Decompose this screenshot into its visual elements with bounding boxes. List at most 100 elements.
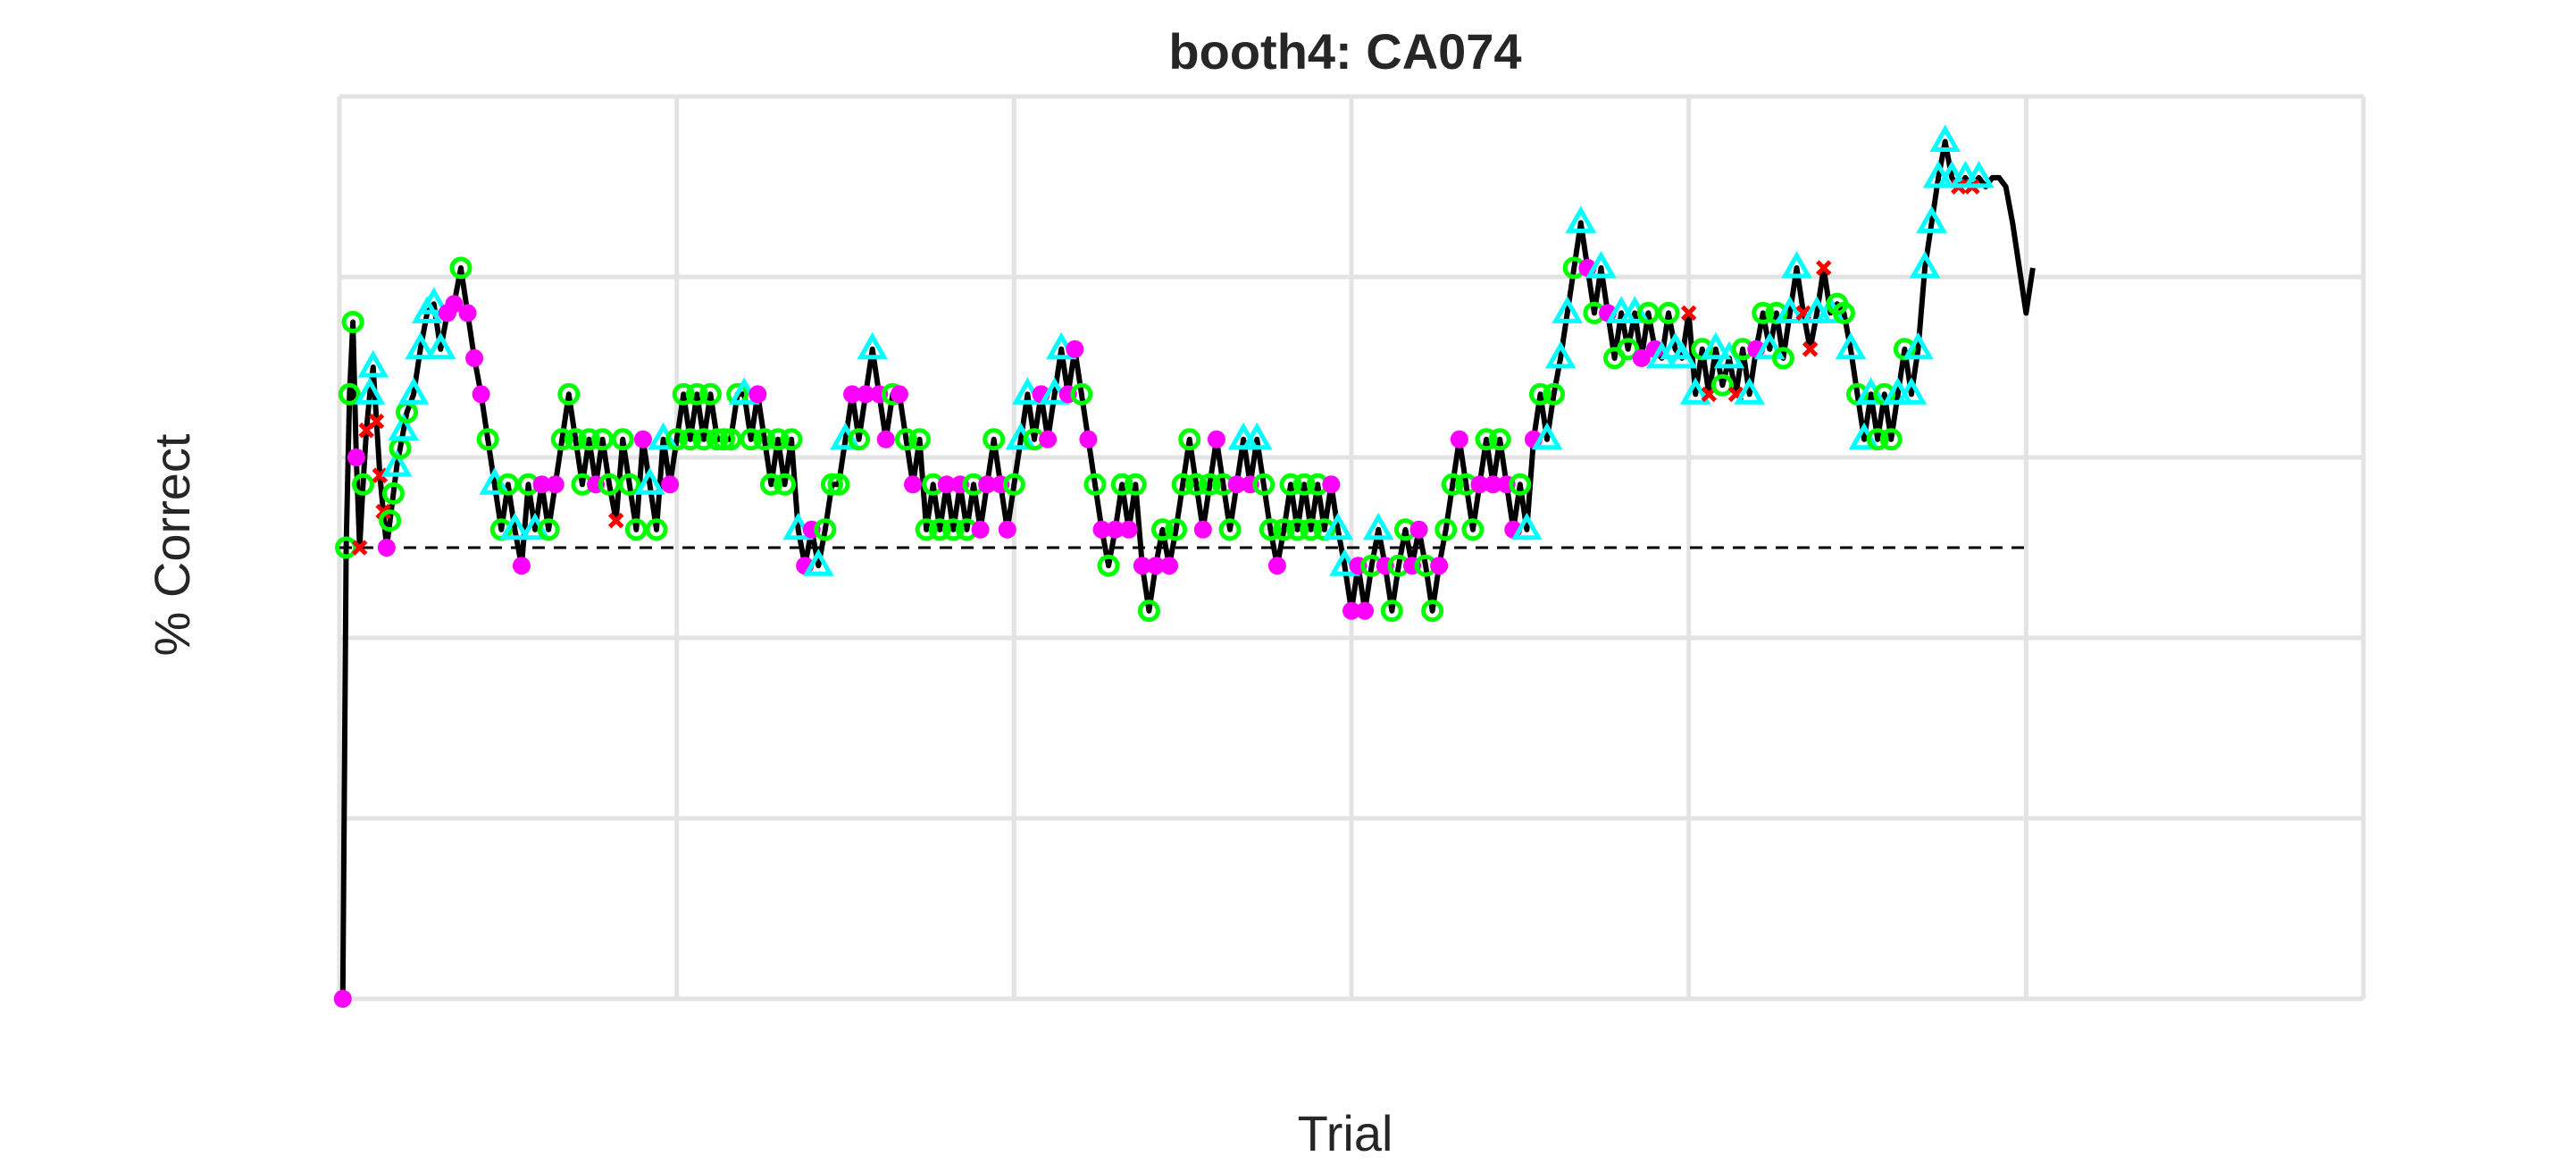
data-point-cr (1531, 422, 1563, 450)
data-point-cr (1781, 250, 1812, 279)
data-point-hit (1252, 473, 1275, 496)
data-point-hit (624, 518, 648, 541)
data-point-cr (1511, 512, 1543, 540)
data-point-hit (1171, 473, 1194, 496)
data-point-hit (1286, 518, 1309, 541)
data-point-miss (1680, 305, 1697, 322)
data-point-miss (372, 467, 389, 483)
data-point-cr (1929, 124, 1961, 152)
data-point-hit (1543, 382, 1566, 406)
data-point-hit (713, 428, 736, 451)
data-point-hit (550, 428, 573, 451)
data-point-hit (1710, 373, 1734, 397)
data-point-fa (857, 385, 875, 404)
data-point-fa (532, 475, 551, 494)
data-point-hit (338, 382, 361, 406)
data-point-hit (766, 428, 790, 451)
data-point-hit (1184, 473, 1208, 496)
data-point-cr (425, 331, 456, 360)
data-point-hit (692, 428, 715, 451)
data-point-hit (698, 382, 722, 406)
data-point-hit (672, 382, 695, 406)
data-point-fa (978, 475, 997, 494)
data-point-hit (908, 428, 932, 451)
data-point-cr (1585, 250, 1617, 279)
data-point-cr (381, 449, 413, 477)
data-point-hit (577, 428, 600, 451)
data-point-cr (1362, 512, 1394, 540)
data-point-cr (1322, 512, 1354, 540)
data-point-cr (803, 549, 834, 576)
data-point-hit (1300, 518, 1323, 541)
data-point-fa (937, 475, 956, 494)
data-point-hit (780, 428, 803, 451)
data-point-fa (1207, 430, 1225, 448)
data-point-hit (1617, 338, 1640, 361)
data-point-cr (418, 287, 450, 314)
data-point-fa (661, 475, 680, 494)
data-point-hit (774, 473, 797, 496)
data-point-hit (1752, 301, 1775, 324)
data-point-hit (497, 473, 520, 496)
data-point-hit (537, 518, 560, 541)
data-point-fa (998, 520, 1016, 539)
data-point-hit (848, 428, 871, 451)
data-point-cr (1895, 377, 1928, 405)
data-point-hit (1866, 428, 1889, 451)
data-point-miss (375, 503, 391, 520)
data-point-cr (1774, 296, 1806, 323)
data-point-cr (1903, 331, 1934, 360)
data-point-fa (971, 520, 990, 539)
markers (333, 124, 1995, 1008)
data-point-hit (1528, 382, 1551, 406)
data-point-hit (381, 482, 405, 505)
data-point-cr (1700, 331, 1732, 360)
data-point-cr (354, 377, 386, 405)
data-point-cr (1679, 377, 1711, 405)
data-point-fa (1193, 520, 1212, 539)
data-point-miss (368, 413, 385, 430)
data-point-fa (465, 348, 484, 367)
data-point-hit (1380, 599, 1403, 623)
data-point-hit (928, 518, 951, 541)
data-point-hit (1272, 518, 1295, 541)
data-point-fa (1632, 348, 1651, 367)
data-point-fa (1133, 557, 1151, 575)
data-point-fa (333, 990, 352, 1008)
data-point-hit (740, 428, 763, 451)
data-point-hit (1178, 428, 1201, 451)
data-point-hit (591, 428, 615, 451)
data-point-hit (685, 382, 708, 406)
data-point-cr (499, 512, 531, 540)
data-point-cr (405, 331, 436, 360)
data-point-fa (876, 430, 895, 448)
data-point-hit (827, 473, 850, 496)
data-point-hit (1771, 347, 1794, 370)
data-point-fa (377, 539, 396, 557)
data-point-fa (890, 385, 908, 404)
data-point-cr (1734, 377, 1765, 405)
data-point-fa (1356, 601, 1375, 620)
data-point-hit (379, 509, 402, 532)
data-point-hit (1137, 599, 1160, 623)
data-point-hit (1218, 518, 1242, 541)
data-point-cr (1551, 296, 1583, 323)
data-point-hit (1198, 473, 1221, 496)
data-point-hit (679, 428, 702, 451)
data-point-fa (1146, 557, 1165, 575)
data-point-hit (1292, 473, 1316, 496)
data-point-fa (458, 304, 477, 323)
data-point-cr (1909, 250, 1941, 279)
data-point-fa (512, 557, 531, 575)
data-point-fa (1484, 475, 1502, 494)
data-point-hit (759, 473, 782, 496)
data-point-fa (1409, 520, 1428, 539)
data-point-hit (983, 428, 1006, 451)
data-point-cr (1916, 205, 1947, 233)
data-point-hit (1421, 599, 1444, 623)
data-point-hit (1434, 518, 1458, 541)
data-point-hit (820, 473, 843, 496)
data-point-hit (1636, 301, 1660, 324)
data-point-hit (1165, 518, 1188, 541)
